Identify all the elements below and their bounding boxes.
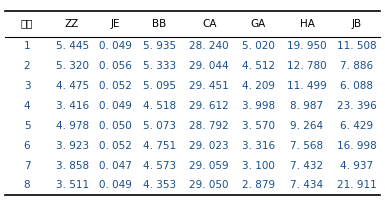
Text: 11. 499: 11. 499	[287, 81, 327, 91]
Text: 5. 320: 5. 320	[55, 61, 89, 71]
Text: 29. 612: 29. 612	[189, 101, 229, 111]
Text: 4. 353: 4. 353	[143, 180, 176, 190]
Text: 0. 052: 0. 052	[99, 141, 132, 151]
Text: 7. 568: 7. 568	[290, 141, 324, 151]
Text: BB: BB	[152, 19, 166, 29]
Text: 3. 511: 3. 511	[55, 180, 89, 190]
Text: 8: 8	[24, 180, 30, 190]
Text: 2: 2	[24, 61, 30, 71]
Text: 4: 4	[24, 101, 30, 111]
Text: 6: 6	[24, 141, 30, 151]
Text: 4. 937: 4. 937	[340, 161, 373, 170]
Text: 3: 3	[24, 81, 30, 91]
Text: 7. 434: 7. 434	[290, 180, 324, 190]
Text: 16. 998: 16. 998	[337, 141, 377, 151]
Text: 6. 088: 6. 088	[340, 81, 373, 91]
Text: 3. 858: 3. 858	[55, 161, 89, 170]
Text: 19. 950: 19. 950	[287, 41, 327, 52]
Text: 0. 052: 0. 052	[99, 81, 132, 91]
Text: 5. 445: 5. 445	[55, 41, 89, 52]
Text: 23. 396: 23. 396	[337, 101, 377, 111]
Text: 29. 023: 29. 023	[189, 141, 229, 151]
Text: 5. 073: 5. 073	[143, 121, 176, 131]
Text: 3. 416: 3. 416	[55, 101, 89, 111]
Text: JB: JB	[352, 19, 362, 29]
Text: HA: HA	[300, 19, 315, 29]
Text: 21. 911: 21. 911	[337, 180, 377, 190]
Text: 9. 264: 9. 264	[290, 121, 324, 131]
Text: 5: 5	[24, 121, 30, 131]
Text: CA: CA	[202, 19, 216, 29]
Text: 4. 209: 4. 209	[242, 81, 275, 91]
Text: 0. 050: 0. 050	[99, 121, 132, 131]
Text: 0. 049: 0. 049	[99, 41, 132, 52]
Text: 7: 7	[24, 161, 30, 170]
Text: 5. 935: 5. 935	[143, 41, 176, 52]
Text: 0. 047: 0. 047	[99, 161, 132, 170]
Text: 4. 573: 4. 573	[143, 161, 176, 170]
Text: 3. 570: 3. 570	[242, 121, 275, 131]
Text: 5. 020: 5. 020	[242, 41, 275, 52]
Text: 0. 049: 0. 049	[99, 180, 132, 190]
Text: 28. 240: 28. 240	[189, 41, 229, 52]
Text: JE: JE	[110, 19, 120, 29]
Text: 2. 879: 2. 879	[241, 180, 275, 190]
Text: 12. 780: 12. 780	[287, 61, 327, 71]
Text: ZZ: ZZ	[65, 19, 79, 29]
Text: 4. 512: 4. 512	[241, 61, 275, 71]
Text: 7. 886: 7. 886	[340, 61, 373, 71]
Text: 7. 432: 7. 432	[290, 161, 324, 170]
Text: GA: GA	[251, 19, 266, 29]
Text: 3. 923: 3. 923	[55, 141, 89, 151]
Text: 3. 100: 3. 100	[242, 161, 275, 170]
Text: 1: 1	[24, 41, 30, 52]
Text: 6. 429: 6. 429	[340, 121, 373, 131]
Text: 8. 987: 8. 987	[290, 101, 324, 111]
Text: 11. 508: 11. 508	[337, 41, 377, 52]
Text: 3. 316: 3. 316	[241, 141, 275, 151]
Text: 4. 518: 4. 518	[143, 101, 176, 111]
Text: 28. 792: 28. 792	[189, 121, 229, 131]
Text: 4. 475: 4. 475	[55, 81, 89, 91]
Text: 29. 451: 29. 451	[189, 81, 229, 91]
Text: 配方: 配方	[21, 19, 33, 29]
Text: 4. 978: 4. 978	[55, 121, 89, 131]
Text: 0. 049: 0. 049	[99, 101, 132, 111]
Text: 4. 751: 4. 751	[143, 141, 176, 151]
Text: 0. 056: 0. 056	[99, 61, 132, 71]
Text: 5. 095: 5. 095	[143, 81, 176, 91]
Text: 29. 059: 29. 059	[189, 161, 229, 170]
Text: 5. 333: 5. 333	[143, 61, 176, 71]
Text: 29. 044: 29. 044	[189, 61, 229, 71]
Text: 3. 998: 3. 998	[241, 101, 275, 111]
Text: 29. 050: 29. 050	[189, 180, 229, 190]
